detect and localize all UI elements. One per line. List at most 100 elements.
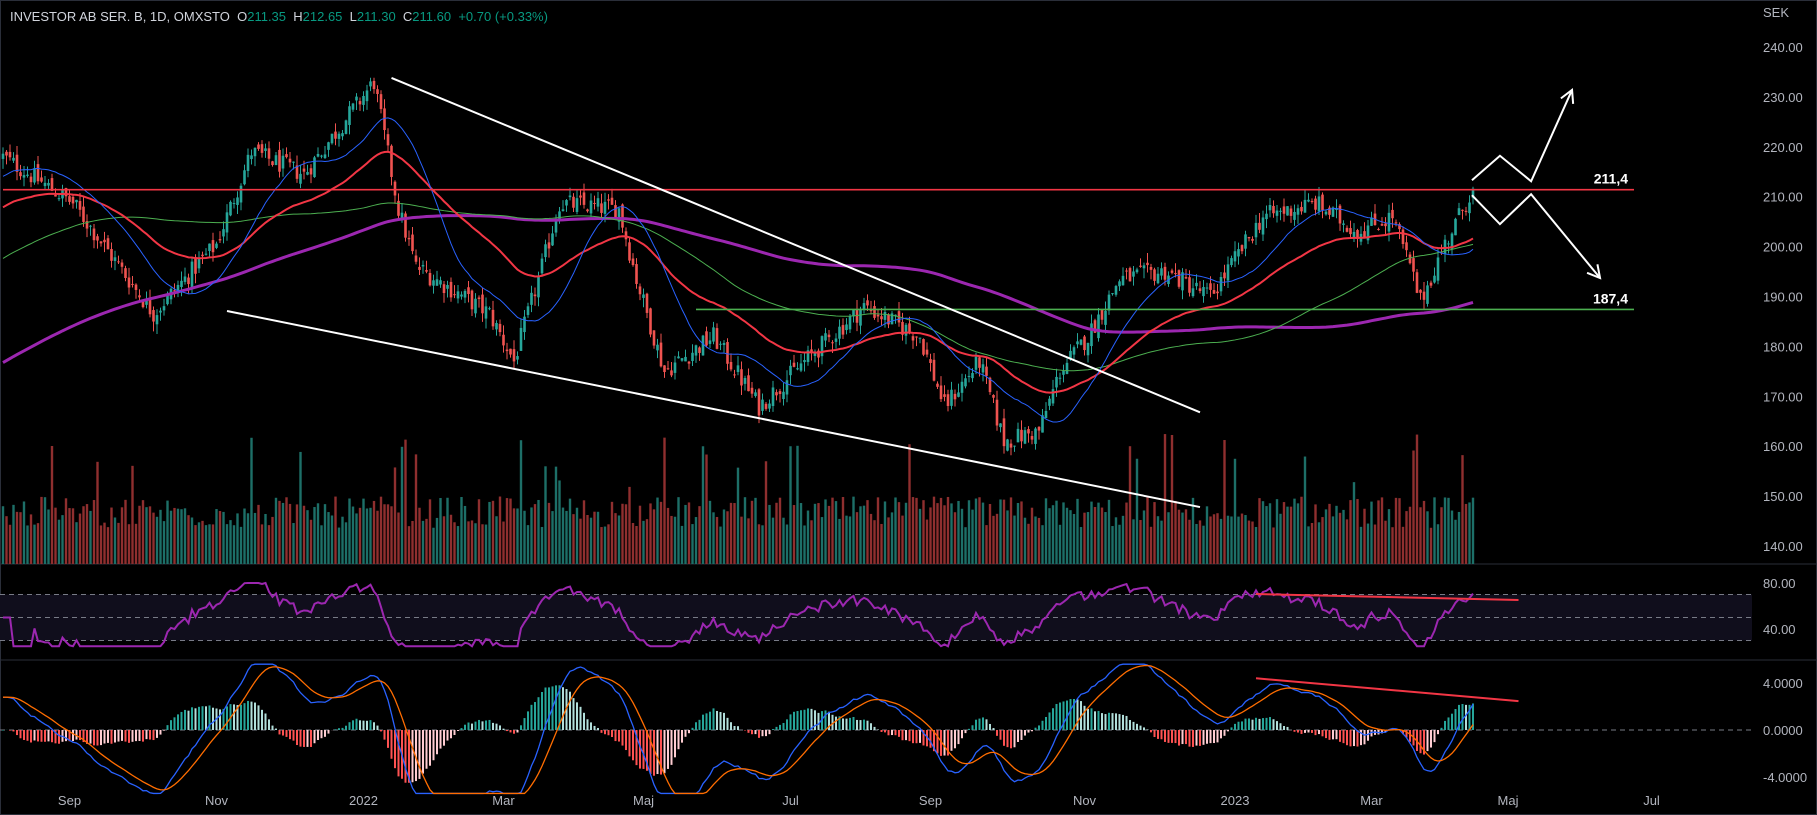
candle-body (841, 325, 845, 335)
volume-bar (852, 496, 855, 564)
volume-bar (477, 499, 481, 564)
candle-body (1191, 288, 1195, 297)
volume-bar (1366, 523, 1370, 564)
macd-histogram-bar (317, 730, 319, 741)
candle-body (950, 389, 953, 406)
macd-histogram-bar (982, 717, 984, 730)
macd-histogram-bar (1059, 702, 1061, 730)
macd-histogram-bar (996, 730, 998, 736)
macd-histogram-bar (555, 685, 557, 730)
volume-bar (355, 513, 358, 564)
macd-histogram-bar (439, 730, 442, 749)
macd-histogram-bar (845, 718, 848, 730)
time-tick: 2022 (349, 793, 378, 808)
volume-bar (922, 500, 925, 564)
candle-body (1132, 271, 1135, 277)
volume-bar (908, 444, 911, 564)
time-tick: Nov (205, 793, 229, 808)
volume-bar (883, 501, 887, 564)
volume-bar (106, 527, 110, 564)
candle-body (460, 294, 463, 297)
volume-bar (1212, 514, 1216, 564)
volume-bar (617, 515, 621, 564)
macd-histogram-bar (1465, 704, 1467, 730)
macd-histogram-bar (975, 719, 977, 730)
volume-bar (792, 505, 796, 564)
volume-bar (1405, 511, 1408, 564)
volume-bar (1160, 520, 1163, 564)
volume-bar (558, 480, 561, 564)
candle-body (1121, 275, 1125, 286)
volume-bar (1286, 506, 1289, 564)
volume-bar (218, 511, 222, 564)
volume-bar (803, 525, 806, 564)
volume-bar (740, 516, 743, 564)
macd-histogram-bar (166, 725, 169, 730)
volume-bar (299, 451, 302, 564)
macd-histogram-bar (548, 687, 550, 730)
macd-histogram-bar (16, 730, 18, 736)
macd-histogram-bar (103, 730, 106, 744)
candle-body (1030, 436, 1034, 440)
candle-body (190, 261, 194, 290)
volume-bar (502, 521, 505, 564)
volume-bar (600, 527, 603, 564)
volume-bar (1422, 500, 1426, 564)
volume-bar (691, 524, 694, 564)
candle-body (719, 343, 722, 345)
candle-body (911, 336, 915, 341)
candle-body (1202, 287, 1205, 297)
volume-bar (1300, 496, 1303, 564)
macd-histogram-bar (100, 730, 102, 746)
macd-histogram-bar (674, 730, 676, 758)
volume-bar (512, 508, 516, 564)
volume-bar (687, 502, 691, 564)
volume-bar (901, 515, 904, 564)
volume-bar (551, 511, 554, 564)
macd-histogram-bar (1300, 730, 1303, 734)
candle-body (1107, 294, 1111, 311)
candle-body (547, 242, 551, 249)
macd-histogram-bar (1405, 730, 1408, 738)
time-tick: Jul (782, 793, 799, 808)
macd-histogram-bar (355, 718, 358, 730)
candle-body (316, 153, 320, 157)
candle-body (834, 338, 838, 342)
macd-histogram-bar (415, 730, 417, 782)
macd-histogram-bar (1101, 713, 1103, 730)
candle-body (565, 200, 568, 206)
volume-bar (712, 512, 715, 564)
macd-histogram-bar (754, 730, 757, 735)
volume-bar (407, 526, 411, 564)
volume-bar (862, 505, 866, 564)
candle-body (999, 423, 1002, 428)
macd-histogram-bar (1454, 709, 1457, 730)
macd-histogram-bar (859, 720, 862, 730)
candle-body (736, 365, 740, 372)
volume-bar (799, 503, 803, 564)
candle-body (712, 327, 715, 342)
candle-body (246, 154, 250, 171)
macd-histogram-bar (1052, 708, 1054, 730)
volume-bar (1188, 519, 1191, 564)
candle-body (75, 199, 78, 203)
arrow-head-icon (1560, 88, 1575, 104)
volume-bar (887, 517, 890, 564)
macd-histogram-bar (1178, 730, 1180, 746)
volume-bar (999, 499, 1002, 564)
time-tick: 2023 (1221, 793, 1250, 808)
volume-bar (313, 507, 316, 564)
volume-bar (211, 524, 215, 564)
macd-histogram-bar (625, 730, 627, 751)
volume-bar (586, 514, 589, 564)
candle-body (1041, 415, 1044, 433)
macd-histogram-bar (460, 728, 463, 730)
candle-body (57, 198, 61, 200)
volume-bar (5, 516, 8, 564)
time-tick: Mar (492, 793, 515, 808)
volume-bar (43, 497, 47, 564)
rsi-divergence-line (1255, 593, 1519, 602)
macd-histogram-bar (82, 730, 85, 743)
macd-histogram-bar (1129, 720, 1131, 730)
